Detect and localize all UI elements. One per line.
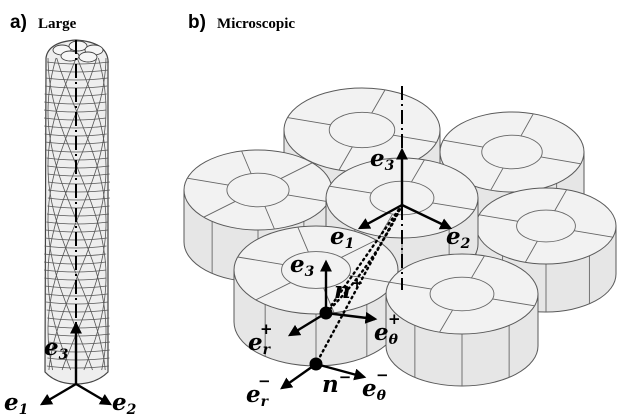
etheta-minus-label: eθ− [362, 366, 389, 404]
er-minus-label: er− [246, 372, 271, 410]
n-plus-point [319, 306, 333, 320]
panel-b: b) Microscopic e3 e1 e2 e3 [183, 12, 617, 410]
top-e3-label: e3 [370, 145, 395, 174]
er-plus-label: er+ [248, 320, 273, 358]
n-plus-label: n+ [334, 274, 363, 304]
top-e1-arrow [357, 203, 403, 230]
e2-arrow [75, 382, 113, 406]
panel-a: a) Large e3 e1 [4, 12, 137, 415]
dotted-link-2 [314, 203, 404, 366]
e3-label: e3 [44, 334, 69, 363]
e1-arrow [39, 382, 77, 406]
e1-label: e1 [4, 389, 28, 415]
fiber-cylinders [183, 87, 617, 387]
mid-e3-label: e3 [290, 251, 315, 280]
etheta-minus-arrow [315, 362, 367, 381]
n-minus-label: n− [322, 368, 351, 398]
top-e2-label: e2 [446, 223, 471, 252]
dotted-curve [324, 203, 404, 315]
panel-a-letter: a) Large [10, 12, 77, 33]
etheta-plus-arrow [325, 311, 378, 324]
er-minus-arrow [280, 363, 317, 390]
etheta-plus-label: eθ+ [374, 310, 401, 348]
top-e2-arrow [401, 203, 453, 230]
er-plus-arrow [287, 311, 327, 337]
n-minus-point [309, 357, 323, 371]
e2-label: e2 [112, 389, 137, 415]
panel-b-letter: b) Microscopic [188, 12, 295, 33]
cylinder-7 [385, 253, 539, 387]
top-e1-label: e1 [330, 223, 354, 252]
dotted-link-1 [324, 203, 404, 315]
